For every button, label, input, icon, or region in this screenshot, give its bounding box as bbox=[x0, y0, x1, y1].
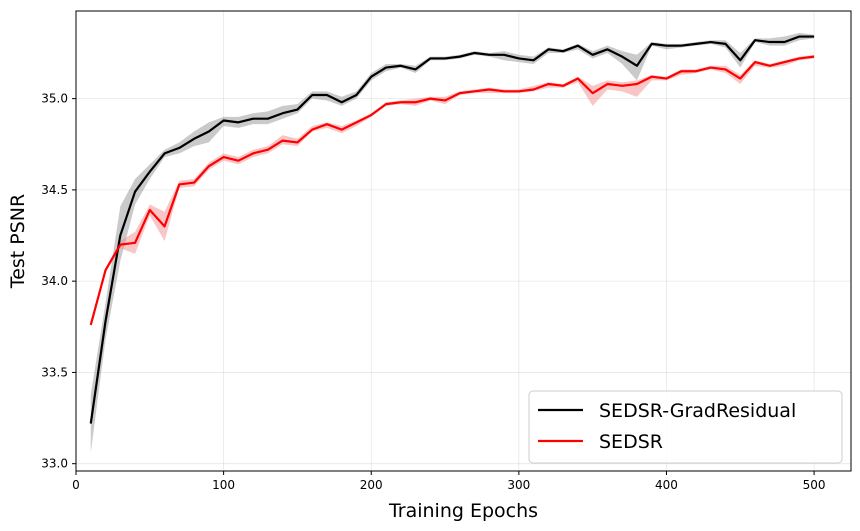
y-tick-label: 35.0 bbox=[41, 92, 68, 106]
grid bbox=[75, 11, 851, 471]
band-sedsr bbox=[90, 54, 815, 327]
y-tick-label: 34.0 bbox=[41, 274, 68, 288]
series-line-sedsr-gradresidual bbox=[89, 35, 815, 424]
y-axis-label: Test PSNR bbox=[7, 194, 29, 289]
legend-label-sedsr-gradresidual: SEDSR-GradResidual bbox=[599, 400, 796, 422]
series-line-sedsr bbox=[89, 55, 815, 326]
x-tick-label: 200 bbox=[360, 478, 383, 492]
legend: SEDSR-GradResidual SEDSR bbox=[528, 390, 843, 464]
series-lines bbox=[89, 35, 815, 424]
y-tick-label: 33.5 bbox=[41, 365, 68, 379]
plot-frame bbox=[75, 10, 852, 472]
legend-box bbox=[528, 390, 843, 464]
confidence-bands bbox=[90, 32, 815, 453]
x-tick-label: 300 bbox=[507, 478, 530, 492]
x-tick-label: 0 bbox=[72, 478, 80, 492]
x-axis-ticks: 0 100 200 300 400 500 bbox=[72, 471, 826, 492]
x-tick-label: 400 bbox=[655, 478, 678, 492]
y-tick-label: 34.5 bbox=[41, 183, 68, 197]
x-axis-label: Training Epochs bbox=[388, 500, 538, 522]
y-axis-ticks: 33.0 33.5 34.0 34.5 35.0 bbox=[41, 92, 76, 471]
x-tick-label: 100 bbox=[212, 478, 235, 492]
y-tick-label: 33.0 bbox=[41, 457, 68, 471]
legend-label-sedsr: SEDSR bbox=[599, 431, 663, 453]
x-tick-label: 500 bbox=[803, 478, 826, 492]
